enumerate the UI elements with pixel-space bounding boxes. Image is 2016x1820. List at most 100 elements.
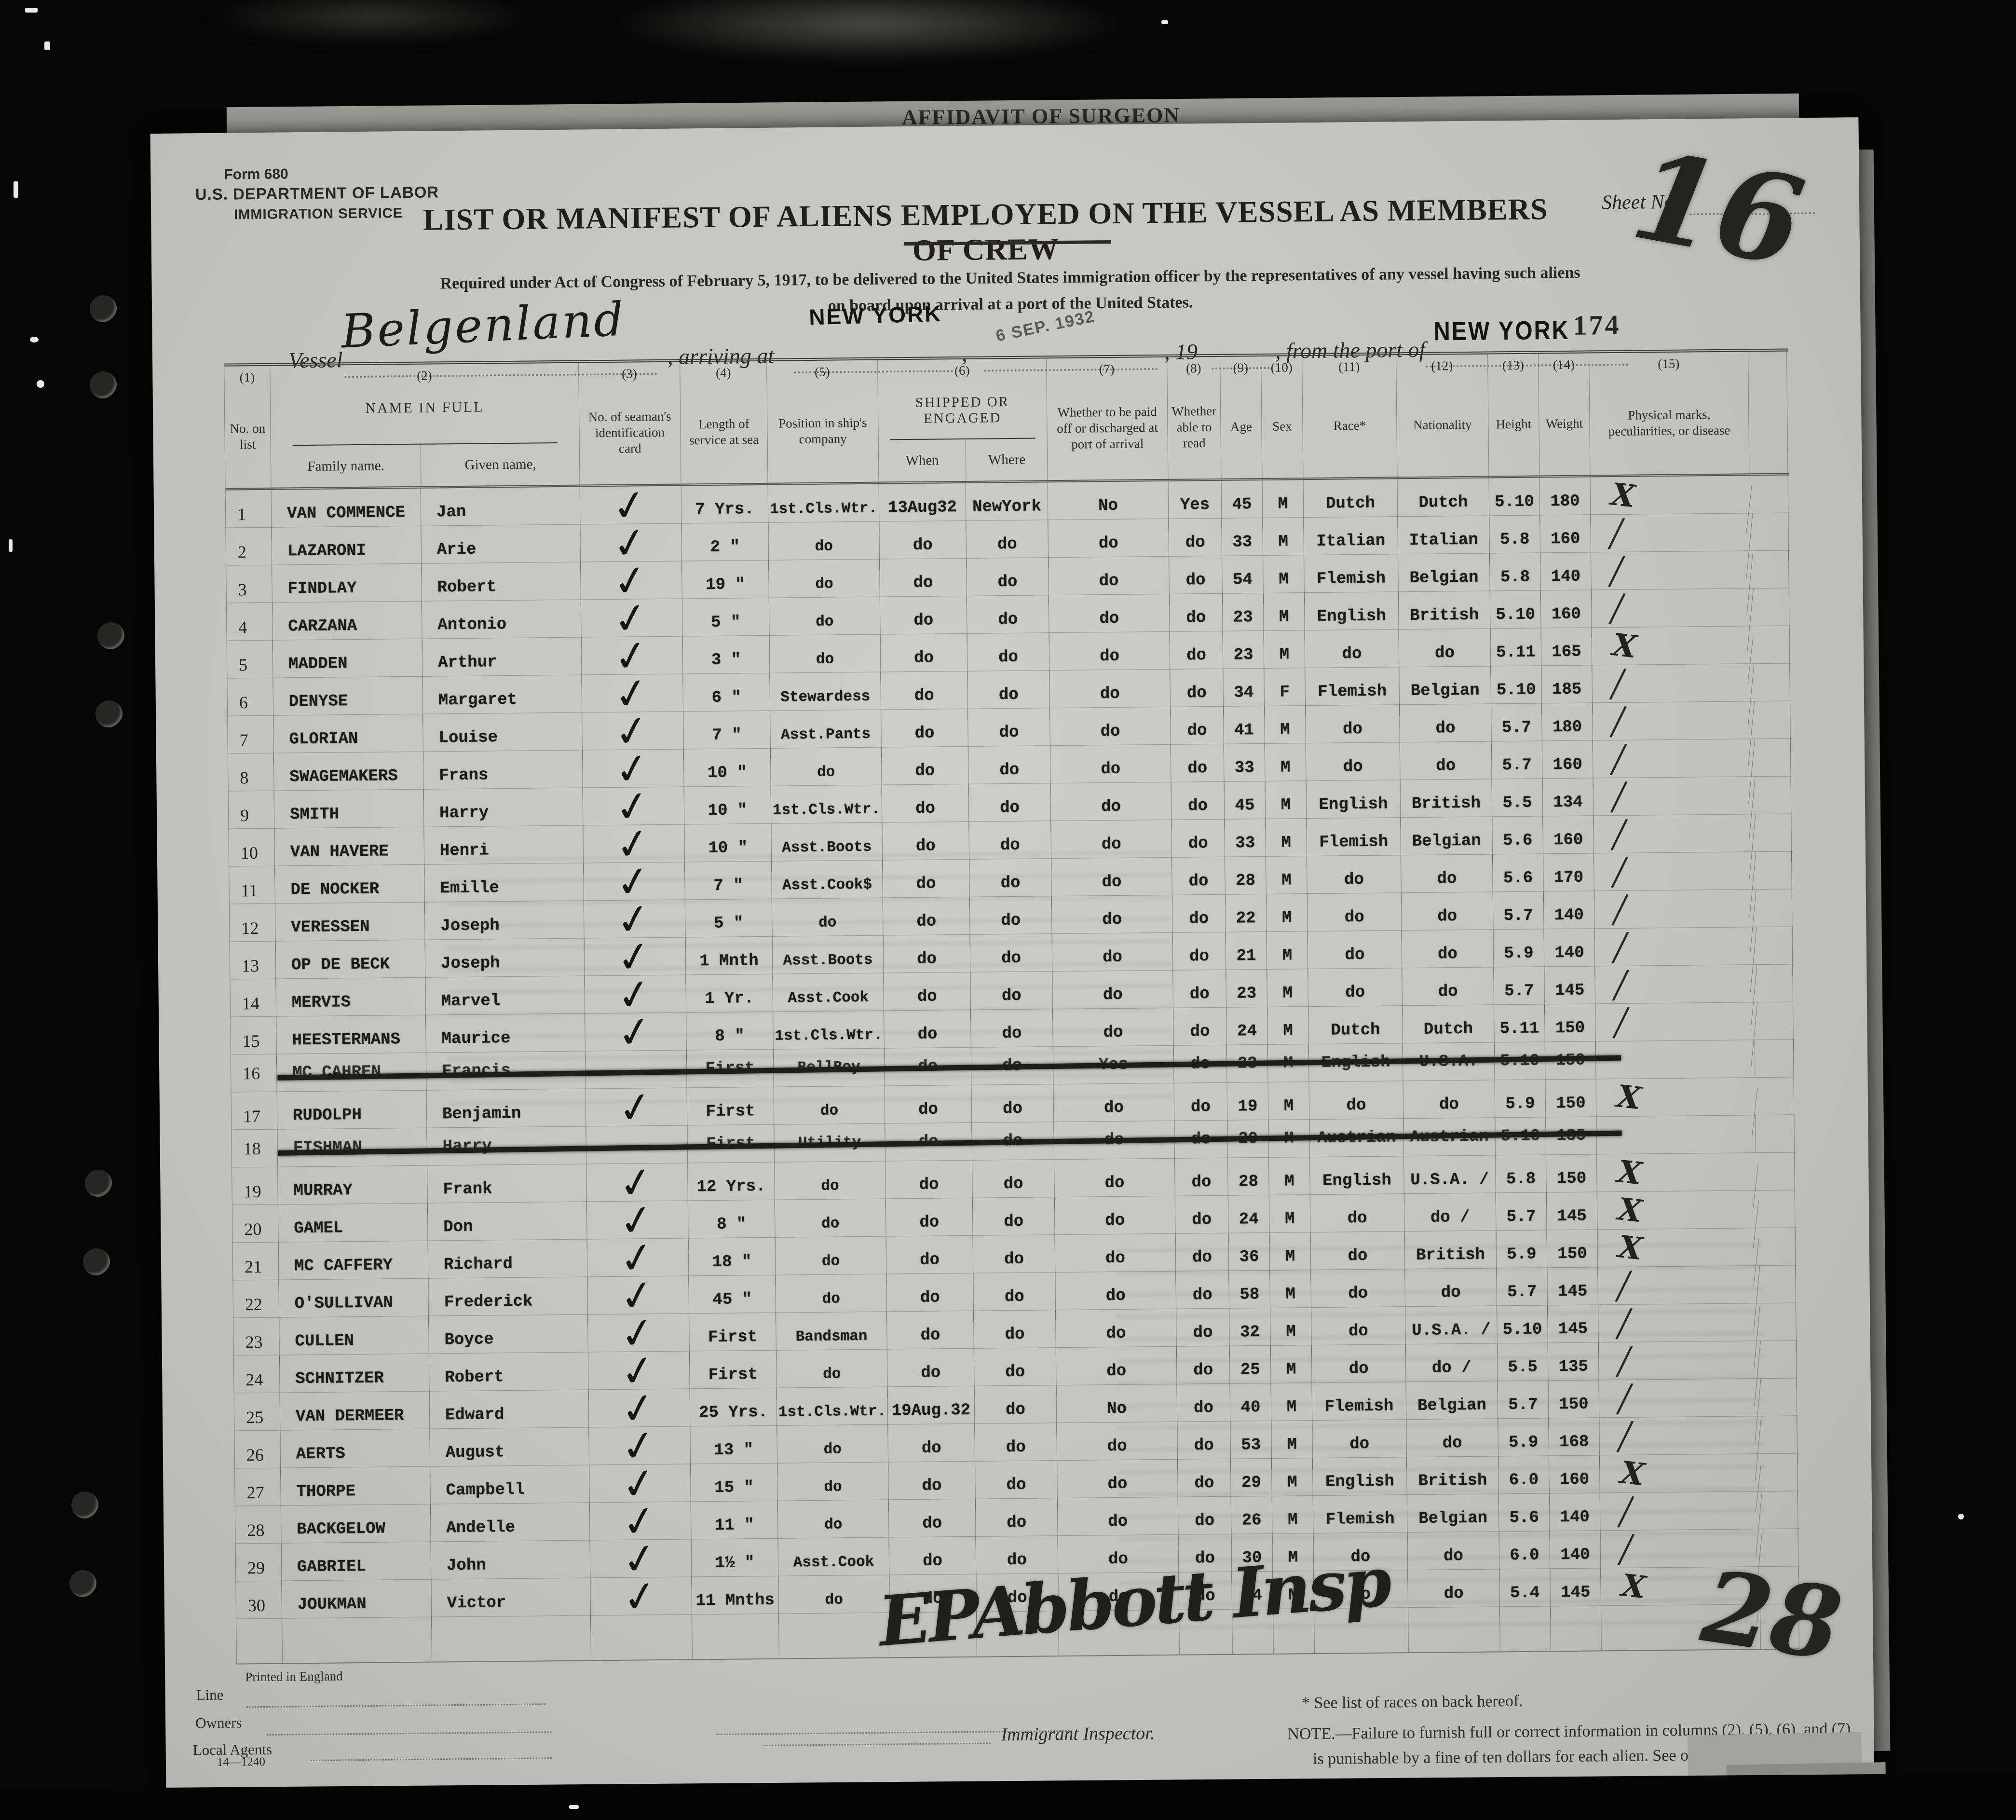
header-physical-marks: (15) Physical marks, peculiarities, or d… — [1589, 352, 1750, 475]
cell-weight: 145 — [1550, 1568, 1602, 1617]
vessel-name-handwritten: Belgenland — [340, 292, 627, 359]
inspector-sign-line — [763, 1742, 991, 1747]
film-smudge — [203, 0, 540, 43]
table-header: (1) No. on list (2) NAME IN FULL Family … — [224, 351, 1789, 491]
table-body: 1 VAN COMMENCE Jan ✓ 7 Yrs. 1st.Cls.Wtr. 13Aug… — [225, 467, 1800, 1630]
header-able-to-read: (8) Whether able to read — [1167, 356, 1222, 479]
header-name-in-full: (2) NAME IN FULL Family name. Given name… — [270, 363, 580, 488]
film-speck — [30, 337, 39, 342]
header-given-name: Given name, — [420, 443, 580, 486]
header-weight: (14) Weight — [1539, 353, 1591, 476]
cell-age: 23 — [1226, 1044, 1268, 1082]
department-name: U.S. DEPARTMENT OF LABOR — [195, 183, 439, 204]
header-race: (11) Race* — [1302, 355, 1398, 478]
line-blank — [246, 1703, 545, 1708]
header-no-on-list: (1) No. on list — [224, 366, 272, 488]
cell-blank — [1755, 1040, 1794, 1078]
cell-service: 11 Mnths — [692, 1576, 779, 1626]
film-speck — [1958, 1514, 1964, 1519]
punch-hole — [90, 371, 117, 398]
film-speck — [25, 8, 38, 13]
cell-card: ✓ — [590, 1570, 693, 1627]
header-position: (5) Position in ship's company — [767, 360, 879, 483]
cell-sex: M — [1267, 1044, 1309, 1082]
cell-position: Utility — [774, 1123, 886, 1162]
page-number: 174 — [1573, 309, 1621, 341]
cell-no: 18 — [232, 1129, 278, 1167]
cell-race: Austrian — [1309, 1119, 1404, 1157]
cell-no: 16 — [231, 1054, 277, 1092]
cell-when: do — [884, 1047, 972, 1086]
cell-read: do — [1173, 1045, 1227, 1083]
cell-where: do — [972, 1122, 1055, 1160]
cell-when: do — [885, 1122, 973, 1161]
manifest-page: Form 680 U.S. DEPARTMENT OF LABOR IMMIGR… — [150, 117, 1875, 1797]
cell-race: English — [1308, 1043, 1403, 1082]
header-shipped-or-engaged: (6) SHIPPED OR ENGAGED When Where — [878, 358, 1048, 482]
punch-hole — [85, 1170, 112, 1197]
header-blank — [1748, 351, 1788, 474]
cell-service: First — [687, 1124, 775, 1163]
header-service-length: (4) Length of service at sea — [680, 361, 768, 484]
header-when: When — [905, 452, 939, 468]
cell-nationality: U.S.A. — [1403, 1042, 1495, 1081]
form-number: Form 680 — [224, 166, 288, 183]
punch-hole — [90, 295, 117, 322]
cell-height: 5.4 — [1499, 1569, 1551, 1618]
header-where: Where — [965, 438, 1048, 481]
header-family-name: Family name. — [307, 457, 385, 474]
header-sex: (10) Sex — [1261, 356, 1304, 478]
arrival-port-stamp: NEW YORK — [808, 301, 943, 330]
cell-position: BellBoy — [773, 1048, 885, 1087]
tally-mark-handwritten: 28 — [1695, 1548, 1849, 1683]
owners-label: Owners — [195, 1714, 242, 1732]
agents-blank — [310, 1757, 552, 1762]
checkmark-handwritten: ✓ — [619, 1570, 662, 1624]
film-speck — [14, 181, 18, 198]
cell-height: 5.10 — [1494, 1042, 1546, 1080]
line-label: Line — [196, 1686, 224, 1704]
sheet-no-handwritten: 16 — [1622, 123, 1813, 294]
cell-paid: do — [1054, 1121, 1175, 1160]
film-speck — [569, 1805, 579, 1809]
film-speck — [1161, 20, 1168, 24]
film-speck — [37, 380, 44, 388]
cell-blank — [1756, 1115, 1795, 1153]
cell-where: do — [971, 1047, 1054, 1085]
header-age: (9) Age — [1220, 356, 1263, 479]
punch-hole — [95, 700, 123, 727]
note-line2: is punishable by a fine of ten dollars f… — [1312, 1746, 1749, 1768]
owners-blank — [267, 1731, 552, 1736]
header-id-card: (3) No. of seaman's identification card — [579, 362, 681, 485]
film-speck — [9, 539, 13, 552]
cell-read: do — [1174, 1120, 1228, 1158]
cell-age: 20 — [1227, 1120, 1269, 1158]
punch-hole — [69, 1570, 96, 1597]
immigrant-inspector-label: Immigrant Inspector. — [1001, 1723, 1155, 1745]
cell-family: FISHMAN — [277, 1128, 428, 1167]
page-title: LIST OR MANIFEST OF ALIENS EMPLOYED ON T… — [422, 192, 1548, 267]
punch-hole — [97, 622, 124, 649]
cell-given: Victor — [431, 1578, 591, 1628]
header-nationality: (12) Nationality — [1396, 354, 1489, 477]
plate-number: 14—1240 — [217, 1755, 266, 1769]
cell-nationality: Austrian — [1403, 1118, 1496, 1156]
cell-service: First — [686, 1049, 774, 1088]
cell-given: Harry — [427, 1126, 587, 1165]
cell-position: do — [778, 1575, 890, 1625]
film-speck — [44, 41, 50, 50]
punch-hole — [71, 1492, 98, 1519]
cell-paid: Yes — [1053, 1045, 1174, 1084]
film-smudge — [603, 0, 1133, 63]
from-port-stamp: NEW YORK — [1433, 315, 1570, 346]
header-height: (13) Height — [1488, 354, 1540, 476]
printed-in-england: Printed in England — [245, 1669, 343, 1684]
cell-given: Francis — [426, 1051, 586, 1090]
header-paid-off: (7) Whether to be paid off or discharged… — [1047, 357, 1169, 480]
cell-sex: M — [1268, 1120, 1310, 1157]
punch-hole — [83, 1248, 110, 1275]
cell-weight: 135 — [1546, 1117, 1597, 1155]
cell-family: MC CAHREN — [276, 1053, 427, 1092]
manifest-table: (1) No. on list (2) NAME IN FULL Family … — [224, 348, 1800, 1665]
